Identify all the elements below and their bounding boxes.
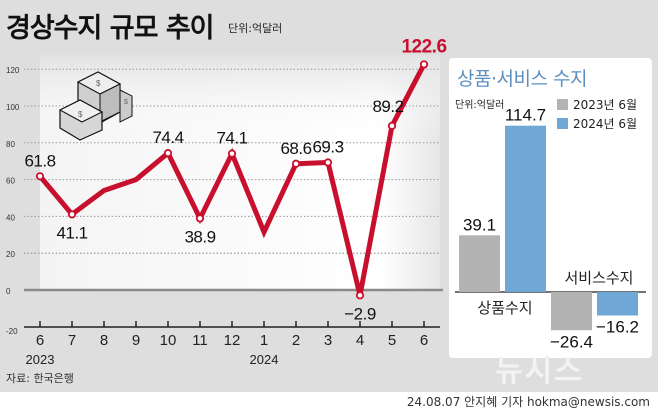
watermark-logo: 뉴시스 bbox=[495, 354, 584, 389]
data-labels: 61.8 41.1 74.4 38.9 74.1 68.6 69.3 −2.9 89.2 122.… bbox=[24, 36, 447, 323]
svg-text:$: $ bbox=[124, 99, 128, 106]
x-tick-label: 3 bbox=[324, 332, 332, 349]
data-label: 89.2 bbox=[372, 97, 403, 116]
data-label: 68.6 bbox=[280, 139, 311, 158]
svg-text:$: $ bbox=[78, 110, 83, 119]
x-tick-label: 1 bbox=[260, 332, 268, 349]
x-axis-labels: 6 7 8 9 10 11 12 1 2 3 4 5 6 bbox=[36, 332, 428, 349]
gridlines bbox=[24, 68, 440, 254]
y-tick-label: 40 bbox=[6, 213, 15, 222]
x-tick-label: 10 bbox=[160, 332, 177, 349]
data-label: −2.9 bbox=[344, 304, 376, 323]
data-label: 61.8 bbox=[24, 151, 55, 170]
money-stack-icon: $ $ $ bbox=[58, 71, 133, 141]
data-label: 41.1 bbox=[56, 223, 87, 242]
goods-services-panel: 상품·서비스 수지 단위:억달러 2023년 6월 2024년 6월 39.1 1… bbox=[449, 58, 652, 358]
data-label: 69.3 bbox=[312, 137, 343, 156]
bar-value-label: −26.4 bbox=[550, 332, 593, 351]
y-tick-label: 20 bbox=[6, 250, 15, 259]
bar-value-label: 39.1 bbox=[463, 215, 496, 234]
bar bbox=[459, 235, 500, 292]
y-tick-label: 0 bbox=[6, 287, 11, 296]
legend-label-2023: 2023년 6월 bbox=[573, 98, 638, 112]
svg-text:$: $ bbox=[96, 79, 101, 88]
x-tick-label: 12 bbox=[224, 332, 241, 349]
y-axis-ticks: -20 0 20 40 60 80 100 120 bbox=[6, 66, 20, 336]
x-tick-label: 5 bbox=[388, 332, 396, 349]
legend-swatch-blue bbox=[557, 118, 568, 129]
x-tick-label: 8 bbox=[100, 332, 108, 349]
bar-value-label: −16.2 bbox=[596, 317, 639, 336]
legend: 2023년 6월 2024년 6월 bbox=[557, 95, 637, 133]
source-note: 자료: 한국은행 bbox=[6, 372, 74, 385]
bar-value-label: 114.7 bbox=[505, 106, 546, 125]
panel-title: 상품·서비스 수지 bbox=[457, 68, 587, 90]
panel-unit-label: 단위:억달러 bbox=[455, 100, 505, 111]
x-tick-label: 11 bbox=[192, 332, 208, 349]
byline: 24.08.07 안지혜 기자 hokma@newsis.com bbox=[406, 395, 650, 409]
data-points bbox=[35, 60, 429, 300]
legend-swatch-gray bbox=[557, 99, 568, 110]
y-tick-label: 100 bbox=[6, 103, 20, 112]
page-title: 경상수지 규모 추이 bbox=[6, 13, 215, 44]
x-tick-label: 2 bbox=[292, 332, 300, 349]
x-tick-label: 7 bbox=[68, 332, 76, 349]
year-labels: 2023 2024 bbox=[26, 352, 279, 367]
year-label: 2024 bbox=[250, 352, 279, 367]
legend-item-2023: 2023년 6월 bbox=[557, 95, 637, 114]
data-label: 74.1 bbox=[216, 129, 247, 148]
x-tick-label: 9 bbox=[132, 332, 140, 349]
x-tick-label: 6 bbox=[36, 332, 44, 349]
y-tick-label: 60 bbox=[6, 177, 15, 186]
data-label: 122.6 bbox=[401, 36, 446, 57]
legend-label-2024: 2024년 6월 bbox=[573, 117, 638, 131]
year-label: 2023 bbox=[26, 352, 55, 367]
x-tick-label: 4 bbox=[356, 332, 364, 349]
plot-background bbox=[40, 55, 440, 290]
bar-chart: 39.1 114.7 −26.4−16.2 상품수지 서비스수지 bbox=[455, 106, 646, 351]
y-tick-label: 80 bbox=[6, 140, 15, 149]
legend-item-2024: 2024년 6월 bbox=[557, 114, 637, 133]
bar bbox=[505, 125, 546, 292]
y-tick-label: -20 bbox=[6, 327, 18, 336]
data-label: 38.9 bbox=[184, 227, 215, 246]
category-label-services: 서비스수지 bbox=[564, 270, 633, 287]
x-axis-ticks bbox=[39, 321, 425, 327]
y-tick-label: 120 bbox=[6, 66, 20, 75]
bar bbox=[597, 292, 638, 316]
x-tick-label: 6 bbox=[420, 332, 428, 349]
bar bbox=[551, 292, 592, 331]
line-chart: -20 0 20 40 60 80 100 120 $ $ $ 61.8 41.1 74.4 38.… bbox=[6, 36, 447, 367]
unit-label: 단위:억달러 bbox=[228, 22, 283, 35]
category-label-goods: 상품수지 bbox=[477, 300, 532, 317]
data-label: 74.4 bbox=[152, 128, 183, 147]
